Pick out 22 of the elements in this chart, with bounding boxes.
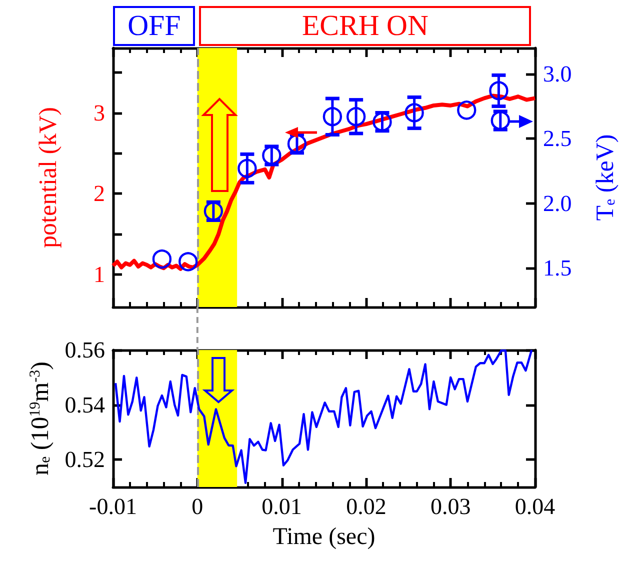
x-tick-label: 0.03 — [430, 494, 471, 519]
y-tick-label: 0.52 — [64, 447, 105, 472]
y-tick-label: 2 — [94, 181, 105, 206]
y2-tick-label: 2.0 — [543, 190, 572, 216]
x-axis-title: Time (sec) — [272, 524, 376, 550]
y-tick-label: 0.54 — [64, 392, 106, 418]
text: ECRH ON — [199, 6, 531, 46]
y2-axis-title: Te (keV) — [592, 134, 619, 221]
y2-tick-label: 2.5 — [543, 126, 572, 152]
x-tick-label: 0.04 — [514, 494, 556, 519]
y-tick-label: 1 — [94, 262, 105, 288]
x-tick-label: 0.02 — [346, 494, 386, 519]
y-tick-label: 3 — [94, 100, 105, 126]
x-tick-label: 0.01 — [262, 494, 302, 519]
x-tick-label: -0.01 — [89, 494, 137, 519]
y-axis-title: ne (1019m-3) — [27, 362, 54, 476]
text: OFF — [113, 6, 196, 46]
y-tick-label: 0.56 — [64, 338, 105, 362]
y2-tick-label: 1.5 — [543, 256, 572, 281]
x-tick-label: 0 — [192, 494, 204, 519]
y-axis-title: potential (kV) — [35, 107, 62, 248]
y2-tick-label: 3.0 — [543, 61, 572, 86]
